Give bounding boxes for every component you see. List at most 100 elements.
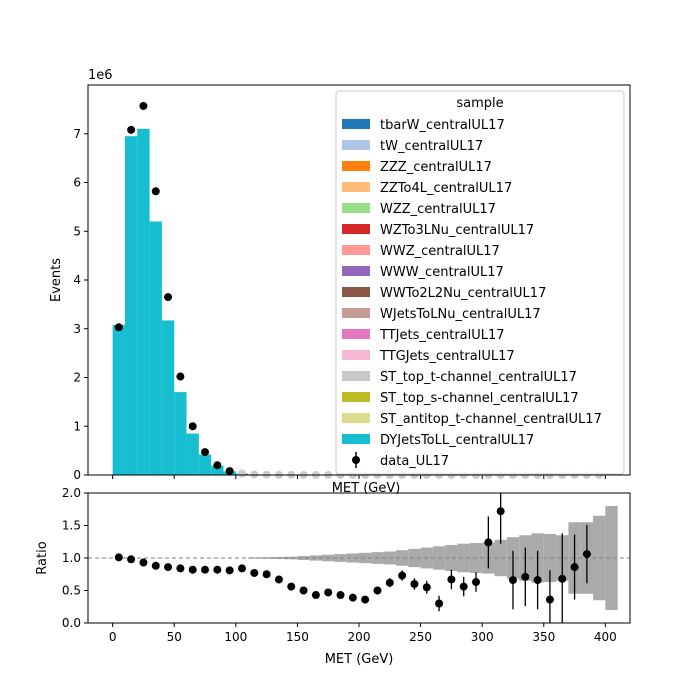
ratio-point xyxy=(262,570,271,579)
legend-entry-label: WWTo2L2Nu_centralUL17 xyxy=(380,286,546,301)
uncertainty-band-segment xyxy=(297,556,310,560)
uncertainty-band-segment xyxy=(248,557,261,559)
histogram-bar xyxy=(198,454,212,475)
ratio-point xyxy=(361,595,370,604)
uncertainty-band-segment xyxy=(359,552,372,564)
y-tick-label: 7 xyxy=(73,127,81,141)
ratio-point xyxy=(435,599,444,608)
data-point xyxy=(225,467,234,476)
ratio-y-tick-label: 0.0 xyxy=(62,616,81,630)
data-point xyxy=(151,187,160,196)
ratio-point xyxy=(533,576,542,585)
x-tick-label: 350 xyxy=(532,630,555,644)
legend-entry-label: ST_top_t-channel_centralUL17 xyxy=(380,370,577,385)
uncertainty-band-segment xyxy=(346,553,359,563)
legend-swatch xyxy=(342,245,370,255)
ratio-point xyxy=(496,507,505,516)
legend-swatch xyxy=(342,350,370,360)
ratio-point xyxy=(225,566,234,575)
ratio-point xyxy=(373,586,382,595)
legend: sample tbarW_centralUL17 tW_centralUL17 ZZZ… xyxy=(335,90,625,475)
ratio-y-tick-label: 1.5 xyxy=(62,519,81,533)
x-tick-label: 150 xyxy=(286,630,309,644)
legend-title: sample xyxy=(456,96,503,111)
uncertainty-band-segment xyxy=(543,533,557,583)
y-tick-label: 5 xyxy=(73,224,81,238)
data-point xyxy=(250,470,259,479)
ratio-point xyxy=(151,561,160,570)
ratio-point xyxy=(274,575,283,584)
x-tick-label: 250 xyxy=(409,630,432,644)
ratio-point xyxy=(299,586,308,595)
y-tick-label: 0 xyxy=(73,468,81,482)
data-point xyxy=(127,125,136,134)
legend-entry-label: tW_centralUL17 xyxy=(380,139,483,154)
data-point xyxy=(188,422,197,431)
legend-swatch xyxy=(342,161,370,171)
ratio-point xyxy=(385,578,394,587)
histogram-bar xyxy=(124,136,138,475)
uncertainty-band-segment xyxy=(395,550,409,566)
y-tick-label: 1 xyxy=(73,419,81,433)
ratio-point xyxy=(582,550,591,559)
ratio-point xyxy=(410,580,419,588)
histogram-bar xyxy=(161,320,175,475)
histogram-bar xyxy=(174,392,187,475)
data-point xyxy=(213,461,222,470)
y-tick-label: 3 xyxy=(73,322,81,336)
legend-entry-label: ST_top_s-channel_centralUL17 xyxy=(380,391,579,406)
data-point xyxy=(164,293,173,302)
ratio-point xyxy=(324,588,333,597)
ratio-y-axis-label: Ratio xyxy=(35,541,50,574)
x-axis-label: MET (GeV) xyxy=(325,652,394,667)
y-axis-label: Events xyxy=(49,258,64,302)
ratio-point xyxy=(447,575,456,584)
legend-frame xyxy=(335,90,625,475)
ratio-point xyxy=(176,564,185,573)
histogram-bar xyxy=(211,465,224,475)
uncertainty-band-segment xyxy=(408,548,421,568)
ratio-point xyxy=(348,593,357,602)
ratio-point xyxy=(545,595,554,604)
legend-swatch xyxy=(342,287,370,297)
ratio-axes: 0.0 0.5 1.0 1.5 2.0 0 50 100 150 200 250 300 350 400 xyxy=(62,486,631,644)
histogram-bar xyxy=(149,221,162,475)
ratio-point xyxy=(311,591,320,600)
main-x-axis-label: MET (GeV) xyxy=(332,481,401,496)
legend-entry-label: ZZTo4L_centralUL17 xyxy=(380,181,512,196)
x-tick-label: 0 xyxy=(109,630,117,644)
ratio-point xyxy=(570,563,579,572)
ratio-point xyxy=(201,565,210,574)
legend-swatch xyxy=(342,140,370,150)
ratio-point xyxy=(472,578,481,587)
legend-swatch xyxy=(342,434,370,444)
ratio-point xyxy=(188,565,197,574)
legend-swatch xyxy=(342,392,370,402)
legend-swatch xyxy=(342,203,370,213)
ratio-point xyxy=(558,574,567,583)
ratio-point xyxy=(287,582,296,591)
uncertainty-band-segment xyxy=(494,539,507,577)
ratio-point xyxy=(508,576,517,585)
ratio-point xyxy=(398,571,407,580)
legend-entry-label: WJetsToLNu_centralUL17 xyxy=(380,307,541,322)
ratio-point xyxy=(521,572,530,581)
legend-entry-label: TTJets_centralUL17 xyxy=(379,328,505,343)
ratio-point xyxy=(114,553,123,562)
x-tick-label: 50 xyxy=(167,630,182,644)
histogram-bar xyxy=(137,128,150,475)
legend-entry-label: DYJetsToLL_centralUL17 xyxy=(380,433,534,448)
mc-uncertainty-band xyxy=(248,506,618,610)
ratio-point xyxy=(213,565,222,574)
legend-swatch xyxy=(342,413,370,423)
legend-swatch xyxy=(342,182,370,192)
uncertainty-band-segment xyxy=(605,506,618,610)
legend-swatch xyxy=(342,371,370,381)
main-plot-panel: 0 1 2 3 4 5 6 7 Events MET (GeV) 1e6 sample tbar… xyxy=(49,68,631,496)
legend-entry-label: ZZZ_centralUL17 xyxy=(380,160,492,175)
legend-entry-label: ST_antitop_t-channel_centralUL17 xyxy=(380,412,602,427)
legend-entry-label: WWZ_centralUL17 xyxy=(380,244,500,259)
y-tick-label: 6 xyxy=(73,176,81,190)
y-axis-offset-text: 1e6 xyxy=(88,68,113,83)
